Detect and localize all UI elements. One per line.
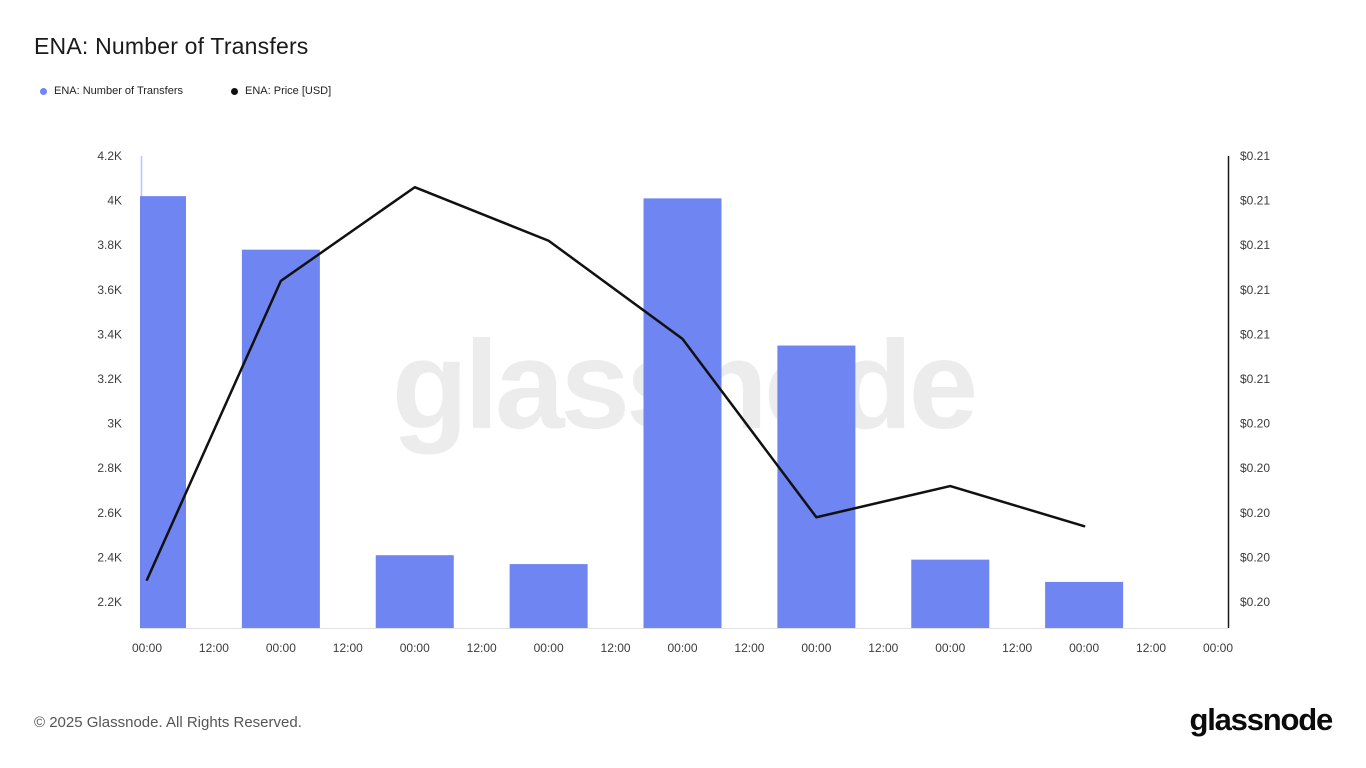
x-axis-tick: 12:00	[333, 641, 363, 655]
x-axis-tick: 12:00	[1002, 641, 1032, 655]
right-axis-tick: $0.21	[1240, 194, 1270, 208]
right-axis-tick: $0.21	[1240, 283, 1270, 297]
glassnode-logo: glassnode	[1189, 702, 1333, 737]
x-axis-tick: 12:00	[601, 641, 631, 655]
x-axis-tick: 00:00	[1203, 641, 1233, 655]
left-axis-tick: 3.4K	[97, 327, 122, 341]
page-title: ENA: Number of Transfers	[34, 33, 309, 60]
legend-item-transfers[interactable]: ENA: Number of Transfers	[40, 85, 183, 97]
x-axis-tick: 00:00	[667, 641, 697, 655]
transfer-bar[interactable]	[911, 559, 990, 628]
legend-label-transfers: ENA: Number of Transfers	[54, 85, 183, 97]
transfer-bar[interactable]	[643, 198, 722, 628]
x-axis-tick: 12:00	[467, 641, 497, 655]
transfer-bar[interactable]	[1045, 581, 1124, 628]
x-axis-tick: 00:00	[935, 641, 965, 655]
x-axis-tick: 00:00	[266, 641, 296, 655]
copyright-text: © 2025 Glassnode. All Rights Reserved.	[34, 714, 302, 731]
x-axis-tick: 00:00	[801, 641, 831, 655]
right-axis-tick: $0.21	[1240, 327, 1270, 341]
right-axis-tick: $0.20	[1240, 506, 1270, 520]
legend: ENA: Number of Transfers ENA: Price [USD…	[40, 85, 331, 97]
left-axis-tick: 2.8K	[97, 461, 122, 475]
legend-marker-price-icon	[231, 87, 238, 95]
legend-marker-transfers-icon	[40, 87, 47, 95]
left-axis-tick: 3.6K	[97, 283, 122, 297]
x-axis-tick: 00:00	[534, 641, 564, 655]
legend-item-price[interactable]: ENA: Price [USD]	[231, 85, 331, 97]
left-axis-tick: 3K	[107, 417, 122, 431]
x-axis-tick: 00:00	[400, 641, 430, 655]
left-axis-tick: 4K	[107, 194, 122, 208]
right-axis-tick: $0.20	[1240, 461, 1270, 475]
right-axis-tick: $0.21	[1240, 149, 1270, 163]
transfer-bar[interactable]	[140, 196, 186, 628]
x-axis-tick: 12:00	[1136, 641, 1166, 655]
left-axis-tick: 2.2K	[97, 595, 122, 609]
left-axis-tick: 2.4K	[97, 550, 122, 564]
left-axis-tick: 2.6K	[97, 506, 122, 520]
transfer-bar[interactable]	[509, 564, 588, 628]
transfer-bar[interactable]	[375, 555, 454, 628]
left-axis-tick: 3.8K	[97, 238, 122, 252]
legend-label-price: ENA: Price [USD]	[245, 85, 332, 97]
transfer-bar[interactable]	[241, 249, 320, 628]
price-line[interactable]	[145, 185, 1086, 581]
left-axis-tick: 3.2K	[97, 372, 122, 386]
right-axis-tick: $0.20	[1240, 417, 1270, 431]
x-axis-tick: 00:00	[132, 641, 162, 655]
left-axis-tick: 4.2K	[97, 149, 122, 163]
right-axis-tick: $0.21	[1240, 372, 1270, 386]
right-axis-tick: $0.20	[1240, 595, 1270, 609]
transfer-bar[interactable]	[777, 345, 856, 628]
x-axis-tick: 00:00	[1069, 641, 1099, 655]
x-axis-tick: 12:00	[734, 641, 764, 655]
x-axis-tick: 12:00	[199, 641, 229, 655]
right-axis-tick: $0.21	[1240, 238, 1270, 252]
right-axis-tick: $0.20	[1240, 550, 1270, 564]
x-axis-tick: 12:00	[868, 641, 898, 655]
